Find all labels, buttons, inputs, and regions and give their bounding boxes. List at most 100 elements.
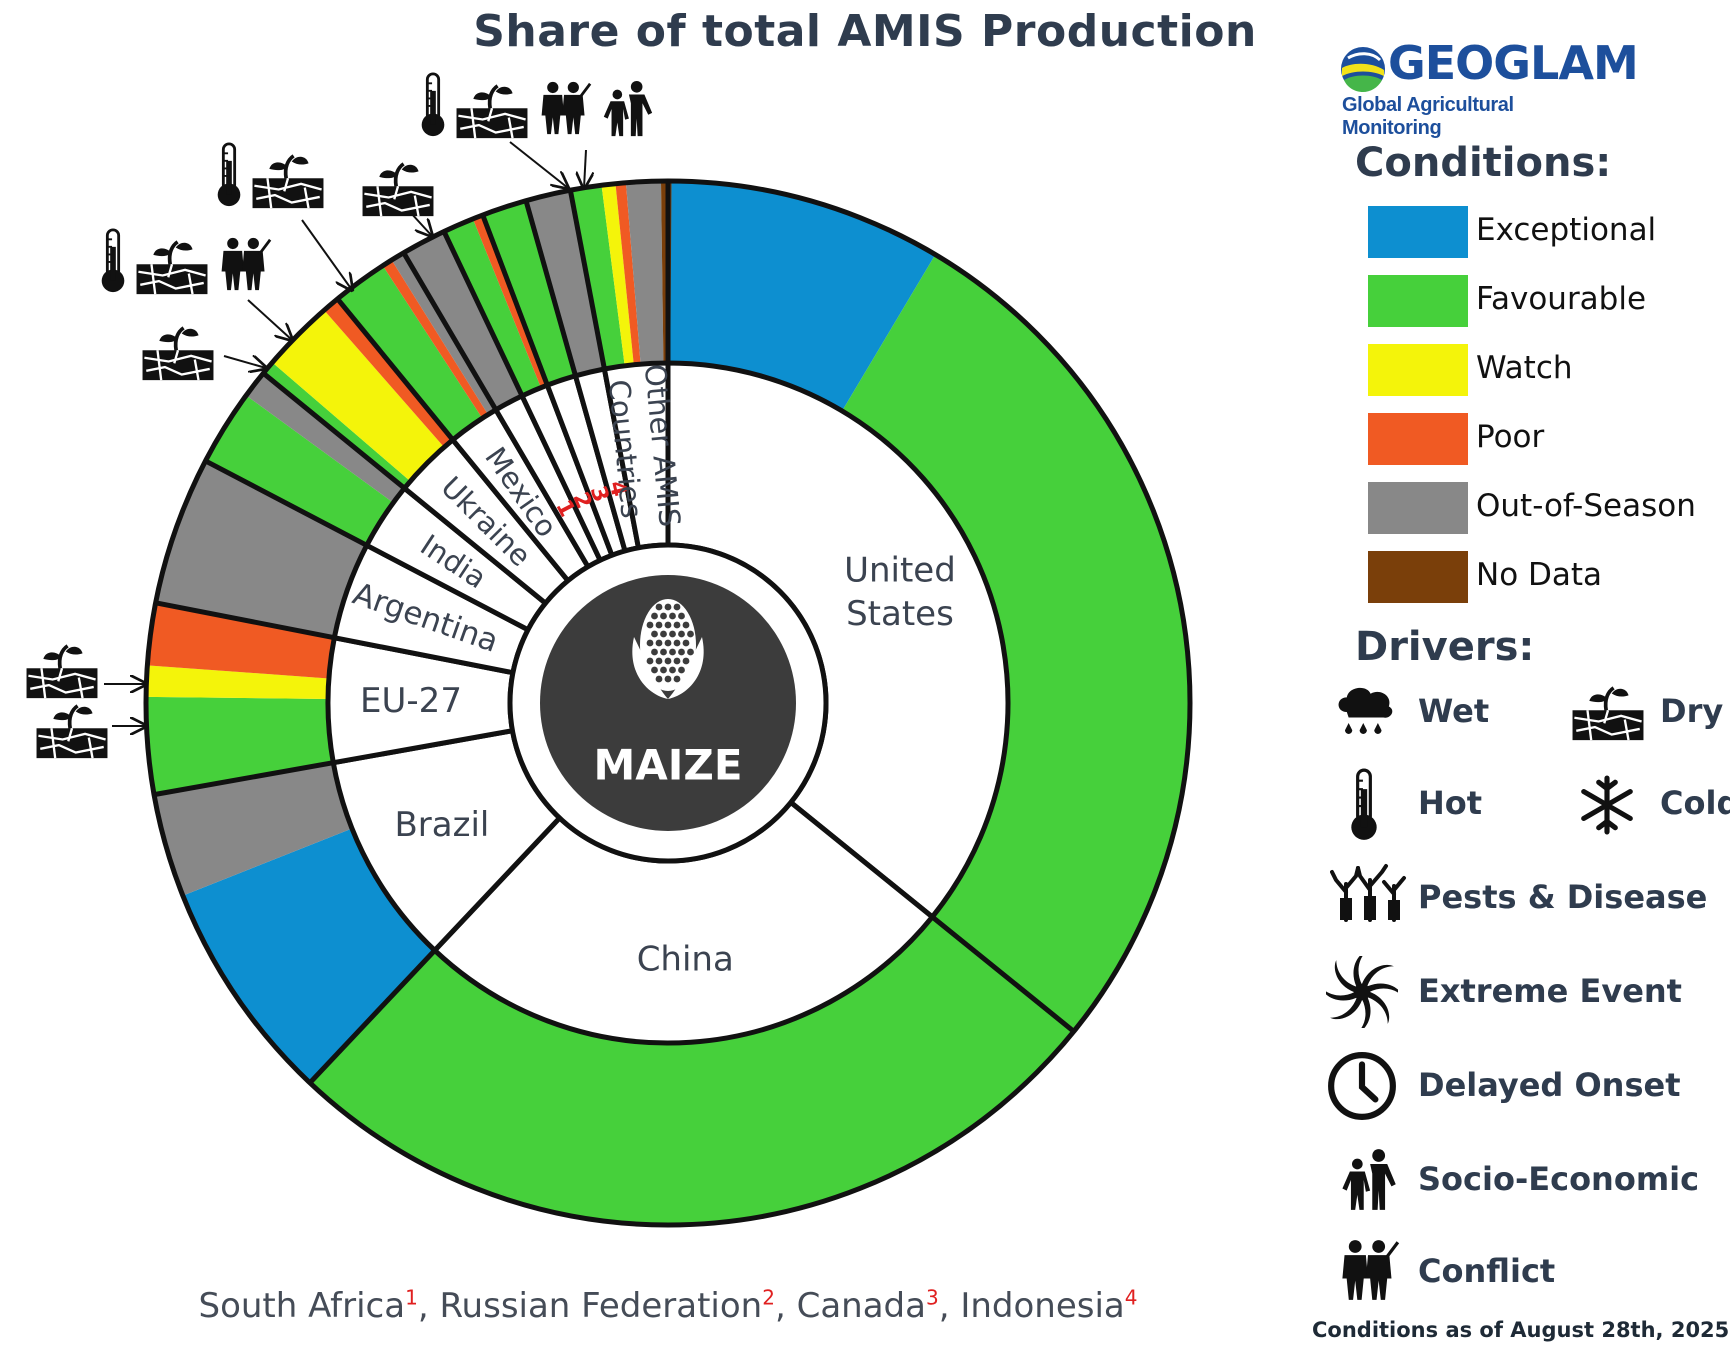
annotation-arrow	[584, 149, 586, 188]
driver-label-socio-economic: Socio-Economic	[1418, 1160, 1700, 1198]
driver-label-cold: Cold	[1660, 784, 1730, 822]
legend-label-favourable: Favourable	[1476, 281, 1647, 317]
footnote-mark-3: 3	[925, 1286, 939, 1310]
maize-icon	[632, 599, 704, 699]
driver-annotation-5	[420, 72, 653, 188]
hot-icon	[100, 228, 126, 294]
segment-russian-federation-favourable	[443, 218, 541, 396]
outer-divider-china	[930, 914, 1076, 1034]
dry-icon	[24, 644, 100, 700]
footnote-canada: Canada3	[796, 1286, 939, 1327]
driver-annotations	[24, 72, 653, 760]
segment-mexico-out-of-season	[391, 252, 496, 415]
driver-annotation-6	[24, 644, 146, 700]
footnote-separator: ,	[774, 1286, 797, 1327]
segment-south-africa-out-of-season	[403, 231, 523, 410]
delayed-onset-icon	[1326, 1050, 1398, 1122]
segment-ukraine-watch	[272, 310, 445, 482]
footnote-indonesia: Indonesia4	[960, 1286, 1138, 1327]
label-line-united-states-0: United	[844, 551, 956, 591]
footnote-mark-1: 1	[405, 1286, 418, 1310]
segment-ukraine-poor	[324, 298, 453, 448]
legend-label-no-data: No Data	[1476, 557, 1603, 593]
cold-icon	[1576, 774, 1638, 836]
legend-swatch-no-data	[1368, 551, 1468, 603]
driver-label-delayed-onset: Delayed Onset	[1418, 1066, 1681, 1104]
outer-divider-eu-27	[153, 760, 334, 798]
annotation-arrow	[509, 141, 568, 188]
segment-russian-federation-poor	[472, 214, 548, 388]
segment-indonesia-out-of-season	[525, 190, 605, 376]
label-united-states: United States	[844, 551, 956, 635]
chart-hub: MAIZE	[507, 542, 829, 864]
logo-wordmark: GEOGLAM	[1388, 36, 1639, 90]
dry-icon	[140, 326, 216, 382]
driver-annotation-1	[360, 162, 436, 236]
segment-brazil-out-of-season	[154, 762, 353, 896]
hot-icon	[216, 142, 242, 208]
footnote-legend: South Africa1, Russian Federation2, Cana…	[0, 1286, 1336, 1326]
outer-divider-russian-federation	[441, 230, 525, 397]
segment-united-states-favourable	[842, 254, 1190, 1032]
segment-india-favourable	[205, 395, 394, 546]
hot-icon	[1349, 768, 1379, 842]
outer-divider-argentina	[155, 600, 335, 641]
driver-annotation-2	[216, 142, 352, 290]
outer-ring-border	[143, 178, 1193, 1228]
hub-disc	[540, 575, 796, 831]
segment-india-out-of-season	[246, 373, 405, 503]
driver-label-hot: Hot	[1418, 784, 1483, 822]
outer-divider-india	[204, 458, 368, 548]
driver-annotation-3	[100, 228, 292, 340]
segment-argentina-out-of-season	[155, 460, 367, 638]
label-china: China	[637, 939, 734, 979]
footnote-separator: ,	[938, 1286, 961, 1327]
conflict-icon	[540, 80, 592, 136]
annotation-arrow	[247, 299, 292, 340]
segment-other-amis-countries-poor	[615, 182, 641, 365]
label-indonesia: 4	[604, 479, 632, 500]
legend-swatch-favourable	[1368, 275, 1468, 327]
extreme-event-icon	[1326, 956, 1398, 1028]
conditions-legend-title: Conditions:	[1355, 140, 1612, 186]
globe-icon	[1341, 47, 1385, 92]
segment-china-favourable	[309, 916, 1074, 1225]
driver-label-wet: Wet	[1418, 692, 1490, 730]
legend-swatch-out-of-season	[1368, 482, 1468, 534]
legend-label-poor: Poor	[1476, 419, 1545, 455]
label-canada: 3	[585, 483, 614, 505]
dry-icon	[360, 162, 436, 218]
drivers-legend-title: Drivers:	[1355, 624, 1535, 670]
segment-other-amis-countries-out-of-season	[625, 181, 664, 365]
driver-label-extreme-event: Extreme Event	[1418, 972, 1682, 1010]
dry-icon	[454, 84, 530, 140]
segment-ukraine-favourable	[263, 362, 411, 489]
legend-swatch-watch	[1368, 344, 1468, 396]
label-line-united-states-1: States	[846, 594, 954, 634]
segment-mexico-favourable	[337, 265, 483, 440]
segment-canada-favourable	[482, 200, 576, 386]
segment-united-states-exceptional	[668, 181, 936, 411]
conflict-icon	[1340, 1238, 1400, 1302]
outer-divider-mexico	[335, 297, 455, 442]
footnote-south-africa: South Africa1	[198, 1286, 418, 1327]
legend-label-exceptional: Exceptional	[1476, 212, 1657, 248]
dry-icon	[134, 240, 210, 296]
segment-eu-27-watch	[146, 665, 329, 700]
outer-divider-ukraine	[261, 371, 407, 491]
wet-icon	[1338, 687, 1393, 734]
segment-other-amis-countries-favourable	[570, 185, 625, 370]
socio-economic-icon	[603, 80, 653, 137]
driver-annotation-7	[34, 704, 146, 760]
conflict-icon	[220, 236, 272, 292]
segment-other-amis-countries-watch	[601, 183, 634, 366]
driver-annotation-4	[140, 326, 266, 382]
conditions-outer-ring	[143, 178, 1193, 1228]
outer-divider-brazil	[308, 948, 437, 1085]
legend-swatch-exceptional	[1368, 206, 1468, 258]
legend-swatch-poor	[1368, 413, 1468, 465]
dry-icon	[1570, 686, 1646, 742]
conditions-date: Conditions as of August 28th, 2025	[1312, 1318, 1730, 1342]
geoglam-logo: GEOGLAM Global Agricultural Monitoring	[1338, 36, 1639, 139]
